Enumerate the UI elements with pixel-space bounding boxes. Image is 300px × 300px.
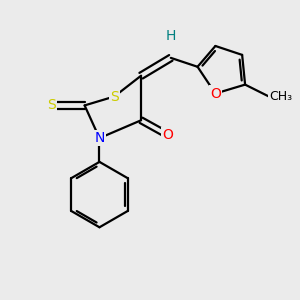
- Text: O: O: [162, 128, 173, 142]
- Text: N: N: [94, 131, 105, 145]
- Text: CH₃: CH₃: [269, 90, 292, 103]
- Text: H: H: [166, 28, 176, 43]
- Text: O: O: [210, 86, 221, 100]
- Text: S: S: [47, 98, 56, 112]
- Text: S: S: [110, 89, 119, 103]
